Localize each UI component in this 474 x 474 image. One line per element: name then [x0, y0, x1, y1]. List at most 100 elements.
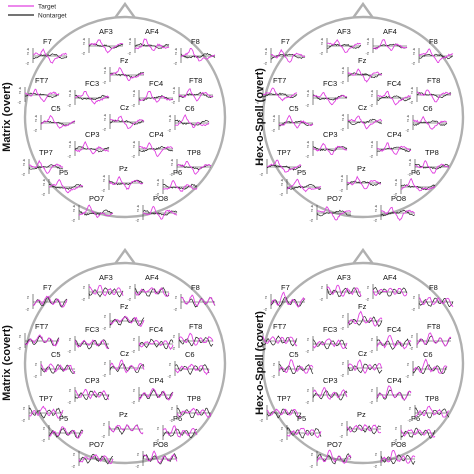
target-waveform	[376, 90, 412, 106]
target-waveform	[180, 294, 216, 307]
target-waveform	[40, 114, 75, 129]
channel-pz: 42 -2 Pz	[339, 164, 381, 193]
y-tick-label: -2	[21, 418, 25, 423]
nontarget-waveform	[162, 183, 198, 190]
target-waveform	[74, 140, 110, 155]
channel-label: FT7	[273, 322, 286, 331]
y-tick-label: 2	[157, 426, 160, 431]
channel-label: C6	[185, 104, 195, 113]
channel-label: Fz	[120, 302, 129, 311]
y-tick-label: 2	[133, 144, 136, 149]
channel-label: AF3	[99, 27, 113, 36]
channel-label: F7	[281, 37, 290, 46]
nontarget-waveform	[347, 363, 383, 374]
y-tick-label: 4	[19, 86, 22, 91]
channel-f8: 42 -2 F8	[411, 37, 454, 66]
target-waveform	[142, 205, 178, 220]
target-waveform	[48, 426, 84, 439]
channel-label: Cz	[358, 349, 367, 358]
target-waveform	[400, 429, 436, 438]
y-tick-label: 2	[157, 182, 160, 187]
channel-label: PO8	[153, 194, 168, 203]
y-tick-label: -2	[365, 51, 369, 56]
channel-ft8: 2 -2 FT8	[171, 322, 214, 351]
y-tick-label: 4	[273, 114, 276, 119]
y-tick-label: 2	[407, 362, 410, 367]
target-waveform	[316, 449, 352, 465]
channel-af3: 42 -2 AF3	[319, 27, 362, 56]
channel-p5: 2 -2 P5	[279, 414, 322, 443]
nontarget-waveform	[88, 287, 124, 298]
y-tick-label: 2	[342, 314, 345, 319]
y-tick-label: 4	[375, 204, 378, 209]
channel-ft7: 2 -2 FT7	[17, 322, 60, 351]
y-tick-label: -2	[305, 103, 309, 108]
erp-panel-matrix-overt: Matrix (overt)42-2F7 42-2AF342-2AF442-2F8…	[1, 1, 227, 223]
y-tick-label: -2	[405, 374, 409, 379]
y-tick-label: 2	[27, 51, 30, 56]
y-tick-label: 2	[257, 334, 260, 339]
nontarget-waveform	[286, 427, 322, 439]
y-tick-label: 2	[371, 337, 374, 342]
channel-f7: 42 -2 F7	[25, 37, 68, 66]
panel-title: Matrix (overt)	[1, 82, 13, 152]
channel-label: CP3	[323, 130, 338, 139]
channel-label: FT7	[35, 76, 48, 85]
y-tick-label: 2	[104, 70, 107, 75]
channel-label: P6	[411, 168, 420, 177]
channel-label: CP4	[387, 376, 402, 385]
nontarget-waveform	[266, 408, 302, 419]
y-tick-label: 4	[104, 66, 107, 71]
y-tick-label: 2	[273, 362, 276, 367]
y-tick-label: 2	[411, 334, 414, 339]
y-tick-label: -2	[67, 154, 71, 159]
y-tick-label: 2	[171, 162, 174, 167]
y-tick-label: 4	[307, 89, 310, 94]
y-tick-label: -2	[131, 154, 135, 159]
target-waveform	[346, 423, 382, 434]
y-tick-label: 2	[169, 362, 172, 367]
nontarget-waveform	[262, 92, 298, 99]
y-tick-label: 2	[413, 51, 416, 56]
y-tick-label: 2	[367, 41, 370, 46]
y-tick-label: -2	[173, 307, 177, 312]
channel-p6: 2-2P6	[393, 414, 436, 443]
y-tick-label: 2	[411, 90, 414, 95]
y-tick-label: 2	[35, 362, 38, 367]
target-waveform	[266, 408, 302, 418]
channel-c5: 42 -2 C5	[33, 104, 76, 133]
y-tick-label: 2	[367, 285, 370, 290]
y-tick-label: -2	[339, 434, 343, 439]
channel-label: TP8	[187, 394, 201, 403]
y-tick-label: 2	[341, 422, 344, 427]
target-waveform	[312, 91, 348, 106]
channel-af3: 2 -2 AF3	[319, 273, 362, 302]
channel-label: C5	[51, 350, 61, 359]
channel-c5: 2 -2 C5	[33, 350, 76, 379]
y-tick-label: -2	[259, 172, 263, 177]
y-tick-label: 4	[342, 66, 345, 71]
target-waveform	[418, 48, 454, 64]
y-tick-label: 2	[43, 426, 46, 431]
channel-f8: 42 -2 F8	[173, 37, 216, 66]
channel-p5: 2 -2 P5	[41, 414, 84, 443]
y-tick-label: -2	[102, 127, 106, 132]
channel-label: P6	[173, 168, 182, 177]
channel-fz: 2 -2 Fz	[340, 302, 383, 331]
y-tick-label: 4	[413, 47, 416, 52]
y-tick-label: 2	[137, 208, 140, 213]
y-tick-label: -2	[319, 51, 323, 56]
nontarget-waveform	[316, 209, 352, 217]
nontarget-waveform	[138, 338, 174, 350]
y-tick-label: -2	[102, 326, 106, 331]
channel-fz: 42 -2 Fz	[340, 56, 383, 85]
y-tick-label: -2	[279, 438, 283, 443]
y-tick-label: 4	[311, 204, 314, 209]
y-tick-label: -2	[101, 434, 105, 439]
channel-label: FT8	[427, 322, 440, 331]
